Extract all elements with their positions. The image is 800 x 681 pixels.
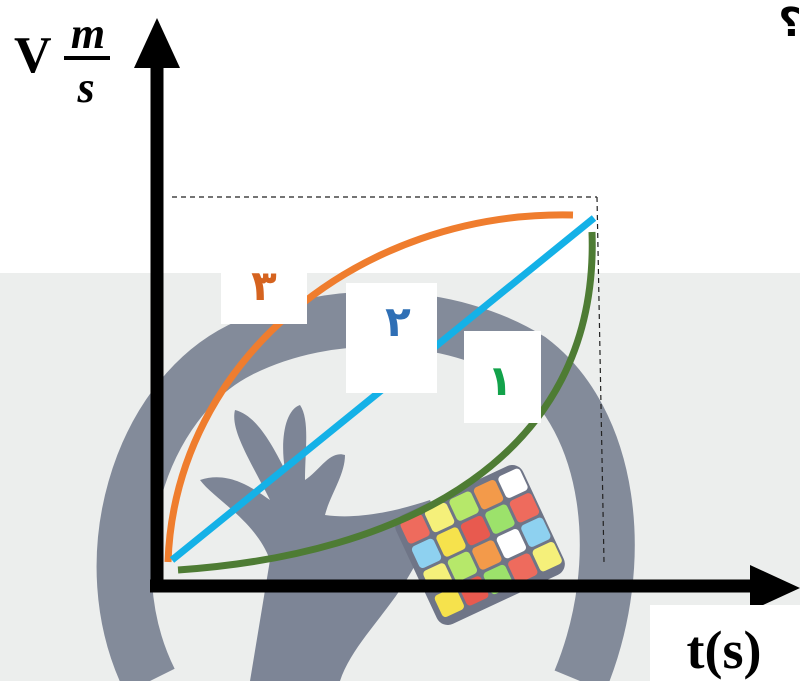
label-box-1 [464, 331, 541, 423]
cube-cell [449, 491, 479, 521]
x-axis-arrowhead [750, 565, 800, 611]
cube-cell [411, 538, 442, 569]
cube-cell [447, 551, 478, 582]
curve-1-label: ۱ [487, 356, 513, 405]
cube-cell [460, 515, 491, 546]
question-mark: ؟ [778, 0, 800, 46]
label-box-2 [346, 283, 437, 393]
y-axis-unit-denominator: s [76, 63, 94, 112]
x-axis-label-box [650, 605, 800, 681]
label-box-3 [221, 250, 307, 324]
cube-cell [485, 504, 515, 534]
dashed-guide-right [596, 196, 605, 563]
cube-cell [532, 542, 562, 572]
cube-cell [424, 502, 455, 533]
curve-1-convex [177, 231, 596, 574]
cube-cell [436, 527, 466, 557]
cube-cell [434, 587, 464, 617]
cube-cell [472, 540, 502, 570]
curve-3-label: ۳ [251, 261, 277, 310]
x-axis-label: t(s) [687, 620, 762, 680]
cube-cell [509, 493, 540, 523]
cube-cell [521, 517, 551, 547]
cube-cell [400, 514, 430, 544]
watermark-hand-icon [200, 405, 433, 681]
cube-cell [498, 468, 528, 498]
cube-cell [473, 480, 504, 510]
cube-cell [508, 553, 538, 583]
cube-cell [496, 528, 526, 559]
y-axis-arrowhead [134, 18, 180, 68]
y-axis-unit-numerator: m [71, 9, 105, 58]
curve-2-label: ۲ [385, 297, 411, 346]
y-axis-symbol: V [14, 27, 52, 84]
